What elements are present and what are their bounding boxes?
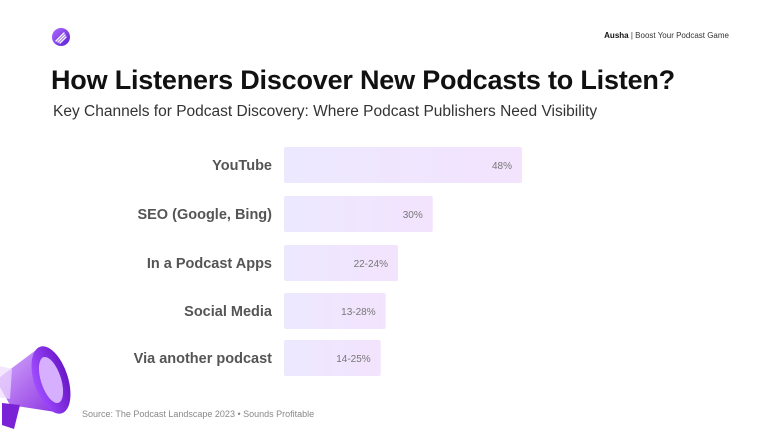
ausha-logo-icon <box>52 28 70 46</box>
category-label: Via another podcast <box>134 351 272 367</box>
bar <box>284 340 381 376</box>
bar <box>284 196 433 232</box>
category-label: SEO (Google, Bing) <box>137 207 272 223</box>
value-label: 30% <box>403 210 423 221</box>
category-label: Social Media <box>184 304 273 320</box>
megaphone-icon <box>0 346 71 429</box>
value-label: 14-25% <box>336 354 371 365</box>
value-label: 48% <box>492 161 512 172</box>
brand-tagline: Ausha | Boost Your Podcast Game <box>604 31 729 40</box>
category-label: In a Podcast Apps <box>147 256 272 272</box>
bar <box>284 147 522 183</box>
chart-subtitle: Key Channels for Podcast Discovery: Wher… <box>53 103 598 120</box>
chart-title: How Listeners Discover New Podcasts to L… <box>51 65 675 95</box>
bar <box>284 293 386 329</box>
category-label: YouTube <box>212 158 272 174</box>
source-note: Source: The Podcast Landscape 2023 • Sou… <box>82 409 315 419</box>
value-label: 13-28% <box>341 307 376 318</box>
value-label: 22-24% <box>354 259 389 270</box>
bar <box>284 245 399 281</box>
